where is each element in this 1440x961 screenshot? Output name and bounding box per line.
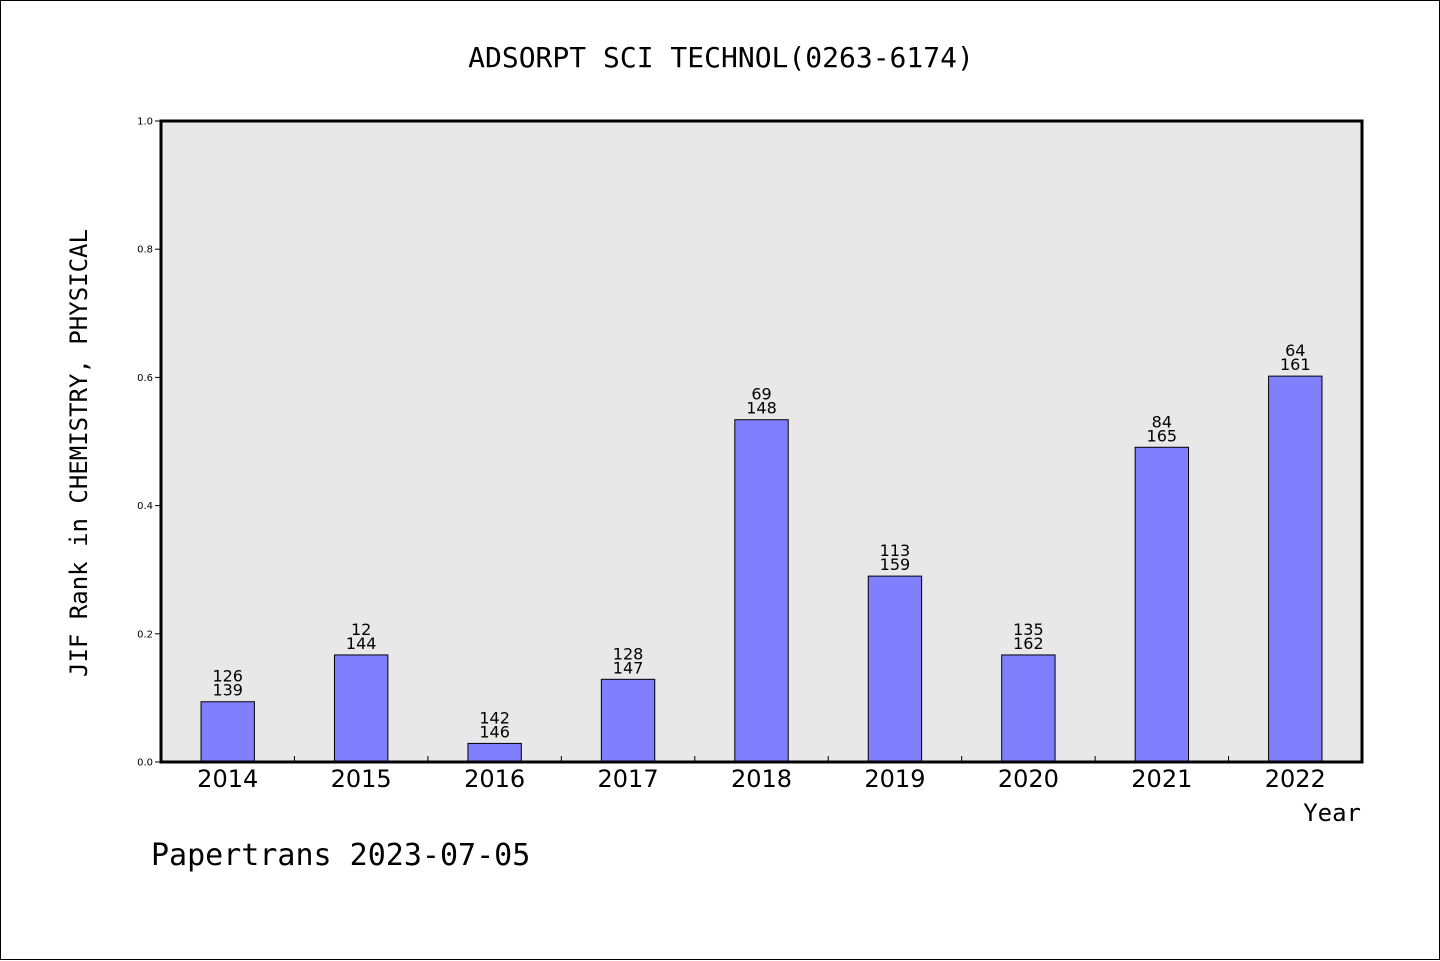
bar-label-rank: 128 [613,644,644,663]
bar-label-total: 161 [1280,355,1311,374]
x-tick-label: 2016 [464,765,525,793]
x-tick-label: 2020 [998,765,1059,793]
y-tick-label: 0.2 [137,629,153,640]
chart-title: ADSORPT SCI TECHNOL(0263-6174) [468,41,974,74]
y-axis-label: JIF Rank in CHEMISTRY, PHYSICAL [65,229,93,677]
bar-label-total: 159 [880,555,911,574]
x-tick-label: 2019 [864,765,925,793]
bar-label-rank: 12 [351,620,371,639]
bar-label-rank: 84 [1152,412,1172,431]
y-tick-label: 0.6 [137,373,153,384]
x-axis-label: Year [1303,799,1361,827]
y-tick-label: 0.8 [137,245,153,256]
y-tick-label: 0.0 [137,758,153,769]
bar [333,654,389,763]
bars-group [200,375,1323,763]
bar [1001,654,1056,763]
bar [1268,375,1323,763]
bar-label-rank: 64 [1285,341,1305,360]
x-axis: 2014 2015 2016 2017 2018 2019 2020 2021 2022 [197,756,1326,793]
bar [200,701,255,763]
bar [867,575,923,763]
y-tick-label: 1.0 [137,117,153,128]
bar-label-rank: 126 [212,667,243,686]
bar-label-total: 162 [1013,634,1044,653]
bar-label-total: 147 [613,658,644,677]
bar [1134,446,1190,763]
x-tick-label: 2014 [197,765,258,793]
bar-label-total: 148 [746,399,777,418]
x-tick-label: 2015 [331,765,392,793]
bar-label-total: 144 [346,634,377,653]
footer-credit: Papertrans 2023-07-05 [151,838,530,873]
bar-label-total: 139 [212,681,243,700]
bar [467,742,522,763]
bar-label-rank: 142 [479,708,510,727]
bar-label-rank: 69 [751,385,771,404]
bar-label-rank: 113 [880,541,911,560]
x-tick-label: 2021 [1131,765,1192,793]
plot-border [159,119,1364,764]
x-tick-label: 2017 [598,765,659,793]
bar-label-total: 165 [1147,426,1178,445]
bar-label-rank: 135 [1013,620,1044,639]
x-tick-label: 2018 [731,765,792,793]
y-tick-label: 0.4 [137,501,153,512]
y-axis: 0.0 0.2 0.4 0.6 0.8 1.0 [137,117,161,769]
bar [734,419,789,763]
x-tick-label: 2022 [1265,765,1326,793]
bar [600,678,656,763]
bar-label-total: 146 [479,722,510,741]
